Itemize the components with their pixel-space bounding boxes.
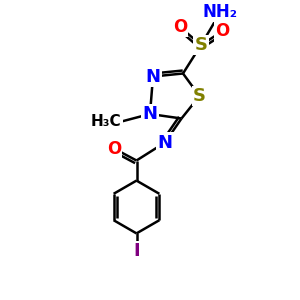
Text: O: O xyxy=(173,18,187,36)
Text: H₃C: H₃C xyxy=(91,114,122,129)
Text: NH₂: NH₂ xyxy=(203,3,238,21)
Text: N: N xyxy=(146,68,160,85)
Text: S: S xyxy=(193,87,206,105)
Text: I: I xyxy=(133,242,140,260)
Text: N: N xyxy=(142,105,158,123)
Text: O: O xyxy=(215,22,229,40)
Text: O: O xyxy=(107,140,121,158)
Text: N: N xyxy=(158,134,172,152)
Text: S: S xyxy=(194,36,208,54)
